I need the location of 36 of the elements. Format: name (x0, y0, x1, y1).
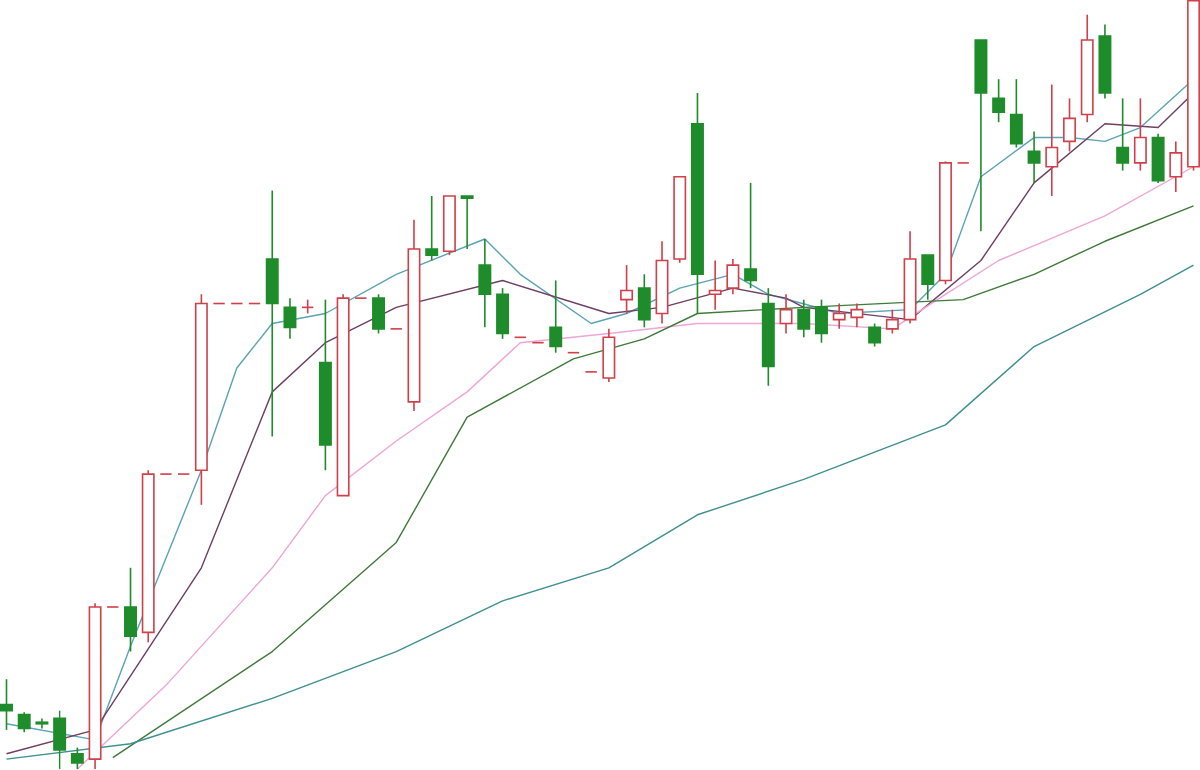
candlestick (779, 293, 793, 335)
candlestick (726, 258, 740, 296)
candlestick (124, 567, 137, 653)
candlestick (17, 711, 31, 734)
candlestick (1133, 97, 1147, 172)
candlestick (832, 302, 846, 330)
candlestick (620, 264, 634, 315)
candlestick (1151, 132, 1165, 184)
candlestick (921, 254, 935, 301)
candlestick (1116, 97, 1130, 172)
candlestick (1045, 83, 1059, 197)
candlestick (460, 195, 474, 250)
candlestick (992, 78, 1006, 124)
candlestick (1009, 78, 1023, 149)
candlestick (850, 302, 864, 329)
candlestick (496, 287, 510, 340)
candlestick (868, 322, 882, 348)
candlestick (70, 746, 84, 770)
candlestick (637, 273, 651, 329)
candlestick (708, 259, 722, 311)
candlestick (1169, 140, 1183, 193)
candlestick (0, 678, 13, 731)
candlestick (797, 298, 811, 339)
candlestick (1063, 97, 1076, 153)
candlestick (478, 238, 492, 329)
candlestick (425, 195, 439, 262)
candlestick (814, 298, 828, 344)
candlestick (885, 308, 899, 335)
candlestick (744, 182, 758, 289)
candlestick (53, 709, 67, 770)
candlestick (265, 189, 279, 438)
candlestick (283, 297, 297, 340)
candlestick (1027, 130, 1041, 184)
candlestick (549, 279, 563, 354)
candlestick (372, 293, 386, 335)
candlestick (602, 328, 616, 383)
